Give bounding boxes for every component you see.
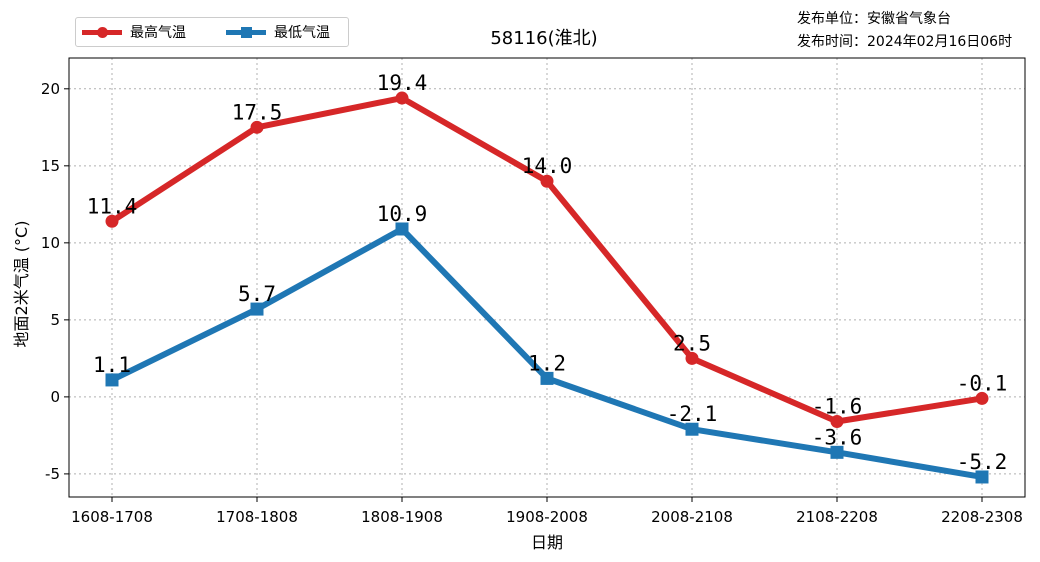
data-point-min bbox=[830, 445, 844, 459]
data-label-max: 14.0 bbox=[522, 154, 573, 178]
y-tick-label: 10 bbox=[41, 234, 60, 252]
x-axis-label: 日期 bbox=[531, 533, 563, 552]
data-point-max bbox=[395, 91, 409, 105]
data-label-max: -0.1 bbox=[957, 371, 1008, 395]
data-point-min bbox=[105, 373, 119, 387]
data-point-max bbox=[540, 174, 554, 188]
data-label-min: 5.7 bbox=[238, 282, 276, 306]
legend-item-min: 最低气温 bbox=[226, 18, 330, 46]
chart-title: 58116(淮北) bbox=[490, 28, 597, 49]
data-label-min: -3.6 bbox=[812, 425, 863, 449]
data-point-max bbox=[105, 214, 119, 228]
x-tick-label: 1808-1908 bbox=[361, 508, 443, 526]
y-tick-label: 0 bbox=[50, 388, 60, 406]
publisher-line: 发布单位：安徽省气象台 bbox=[797, 11, 951, 27]
data-label-max: 11.4 bbox=[87, 194, 138, 218]
y-tick-label: 20 bbox=[41, 80, 60, 98]
data-label-max: 19.4 bbox=[377, 71, 428, 95]
y-tick-label: 15 bbox=[41, 157, 60, 175]
axes: -5 0 5 10 15 20 1608-1708 1708-1808 1808-1908 190… bbox=[41, 57, 1026, 526]
data-label-min: -5.2 bbox=[957, 450, 1008, 474]
y-tick-label: -5 bbox=[45, 465, 60, 483]
data-label-min: 1.1 bbox=[93, 353, 131, 377]
data-point-min bbox=[540, 371, 554, 385]
data-point-max bbox=[250, 120, 264, 134]
data-label-min: 10.9 bbox=[377, 202, 428, 226]
data-point-min bbox=[685, 422, 699, 436]
x-tick-label: 1608-1708 bbox=[71, 508, 153, 526]
legend-label-max: 最高气温 bbox=[130, 25, 186, 41]
data-label-min: -2.1 bbox=[667, 402, 718, 426]
x-tick-label: 2108-2208 bbox=[796, 508, 878, 526]
legend-label-min: 最低气温 bbox=[274, 25, 330, 41]
data-point-min bbox=[975, 470, 989, 484]
legend-swatch-min bbox=[226, 18, 266, 46]
data-point-max bbox=[830, 415, 844, 429]
data-label-max: 17.5 bbox=[232, 100, 283, 124]
x-tick-label: 1908-2008 bbox=[506, 508, 588, 526]
series-layer: 11.4 17.5 19.4 14.0 2.5 -1.6 -0.1 1.1 5.7 10.9 1.2… bbox=[87, 71, 1008, 484]
legend-swatch-max bbox=[82, 18, 122, 46]
legend: 最高气温 最低气温 bbox=[75, 17, 349, 47]
x-tick-label: 2008-2108 bbox=[651, 508, 733, 526]
data-label-max: -1.6 bbox=[812, 395, 863, 419]
data-point-max bbox=[975, 391, 989, 405]
x-tick-label: 1708-1808 bbox=[216, 508, 298, 526]
issue-time-line: 发布时间：2024年02月16日06时 bbox=[797, 34, 1013, 50]
y-tick-label: 5 bbox=[50, 311, 60, 329]
y-axis-label: 地面2米气温 (°C) bbox=[12, 221, 31, 348]
data-point-max bbox=[685, 351, 699, 365]
data-point-min bbox=[250, 302, 264, 316]
grid bbox=[69, 58, 1025, 497]
data-label-min: 1.2 bbox=[528, 351, 566, 375]
x-tick-label: 2208-2308 bbox=[941, 508, 1023, 526]
data-point-min bbox=[395, 222, 409, 236]
data-label-max: 2.5 bbox=[673, 331, 711, 355]
legend-item-max: 最高气温 bbox=[82, 18, 186, 46]
